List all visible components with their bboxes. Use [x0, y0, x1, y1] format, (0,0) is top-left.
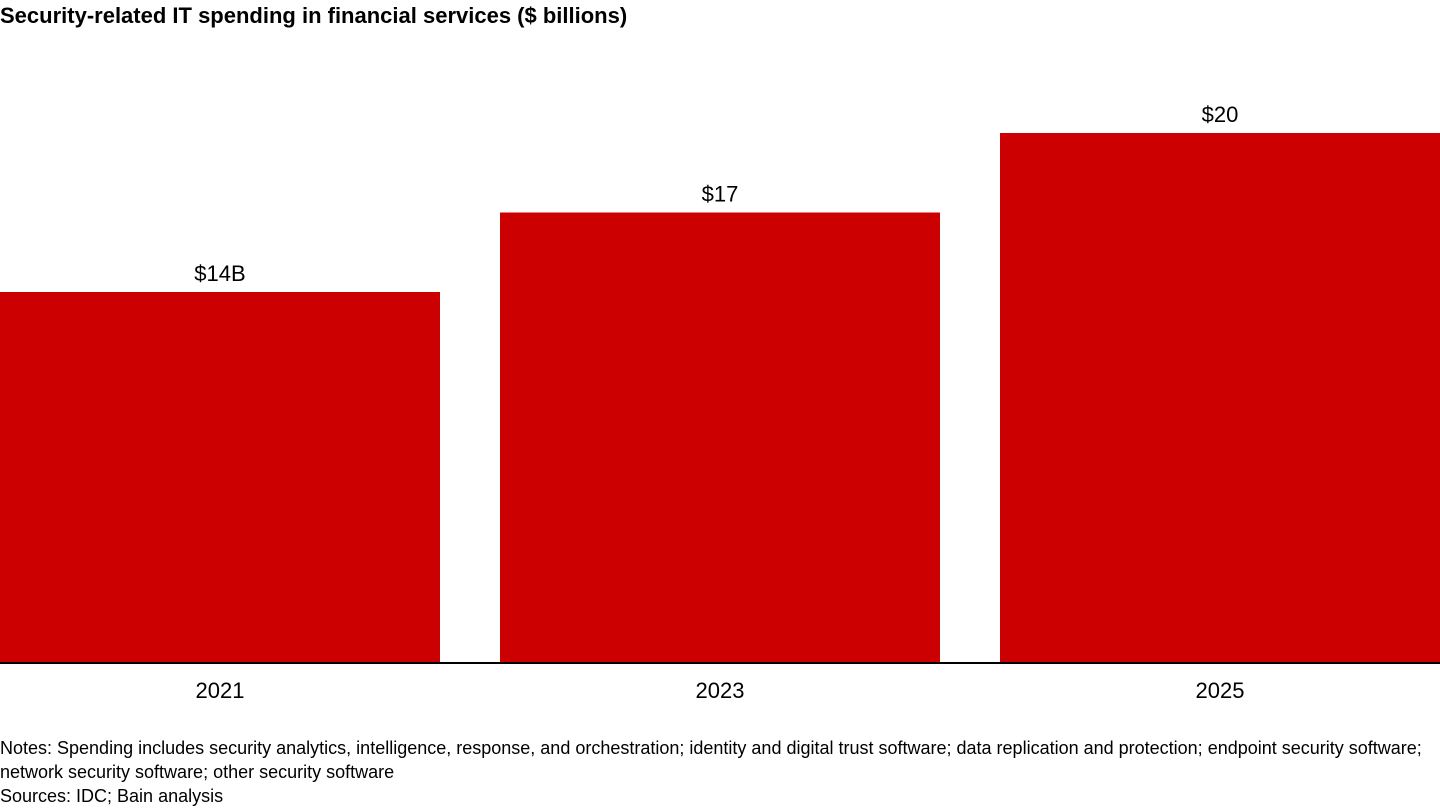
notes: Notes: Spending includes security analyt…: [0, 738, 1422, 782]
x-tick-label: 2023: [696, 678, 745, 703]
x-tick-label: 2025: [1196, 678, 1245, 703]
x-tick-label: 2021: [196, 678, 245, 703]
value-label: $20: [1202, 102, 1239, 127]
value-label: $17: [702, 181, 739, 206]
footnotes: Notes: Spending includes security analyt…: [0, 736, 1436, 808]
chart-title: Security-related IT spending in financia…: [0, 3, 627, 28]
value-label: $14B: [194, 261, 245, 286]
bar: [0, 292, 440, 663]
bar: [1000, 133, 1440, 663]
sources: Sources: IDC; Bain analysis: [0, 786, 224, 806]
bar: [500, 212, 940, 663]
chart: Security-related IT spending in financia…: [0, 3, 1440, 703]
